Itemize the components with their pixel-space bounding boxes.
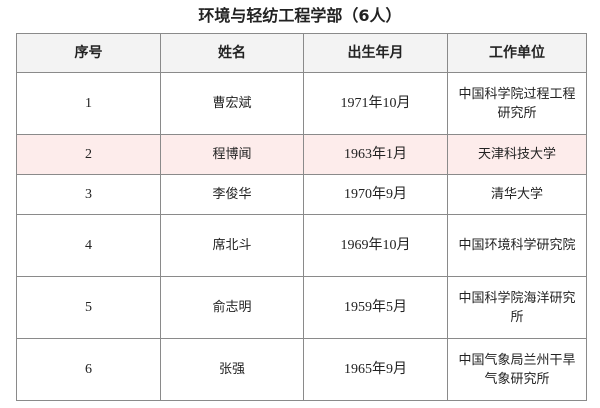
table-row: 3 李俊华 1970年9月 清华大学 — [16, 174, 587, 215]
cell-birth: 1963年1月 — [303, 134, 448, 175]
cell-birth: 1959年5月 — [303, 276, 448, 339]
header-org: 工作单位 — [447, 33, 587, 73]
table-header-row: 序号 姓名 出生年月 工作单位 — [16, 33, 587, 73]
cell-no: 6 — [16, 338, 161, 401]
header-no: 序号 — [16, 33, 161, 73]
cell-no: 1 — [16, 72, 161, 135]
page-title: 环境与轻纺工程学部（6人） — [198, 6, 402, 25]
cell-birth: 1965年9月 — [303, 338, 448, 401]
cell-org: 清华大学 — [447, 174, 587, 215]
cell-org: 中国环境科学研究院 — [447, 214, 587, 277]
cell-name: 程博闻 — [160, 134, 304, 175]
cell-birth: 1970年9月 — [303, 174, 448, 215]
cell-birth: 1971年10月 — [303, 72, 448, 135]
cell-no: 4 — [16, 214, 161, 277]
cell-name: 李俊华 — [160, 174, 304, 215]
table-row: 4 席北斗 1969年10月 中国环境科学研究院 — [16, 214, 587, 277]
header-name: 姓名 — [160, 33, 304, 73]
cell-no: 2 — [16, 134, 161, 175]
cell-name: 俞志明 — [160, 276, 304, 339]
cell-org: 中国科学院海洋研究所 — [447, 276, 587, 339]
cell-birth: 1969年10月 — [303, 214, 448, 277]
table-row: 1 曹宏斌 1971年10月 中国科学院过程工程研究所 — [16, 72, 587, 135]
members-table: 序号 姓名 出生年月 工作单位 1 曹宏斌 1971年10月 中国科学院过程工程… — [16, 33, 587, 401]
cell-name: 张强 — [160, 338, 304, 401]
cell-no: 3 — [16, 174, 161, 215]
cell-no: 5 — [16, 276, 161, 339]
table-row-highlighted: 2 程博闻 1963年1月 天津科技大学 — [16, 134, 587, 175]
cell-org: 中国科学院过程工程研究所 — [447, 72, 587, 135]
cell-name: 曹宏斌 — [160, 72, 304, 135]
cell-org: 中国气象局兰州干旱气象研究所 — [447, 338, 587, 401]
header-birth: 出生年月 — [303, 33, 448, 73]
table-row: 5 俞志明 1959年5月 中国科学院海洋研究所 — [16, 276, 587, 339]
cell-name: 席北斗 — [160, 214, 304, 277]
table-row: 6 张强 1965年9月 中国气象局兰州干旱气象研究所 — [16, 338, 587, 401]
cell-org: 天津科技大学 — [447, 134, 587, 175]
